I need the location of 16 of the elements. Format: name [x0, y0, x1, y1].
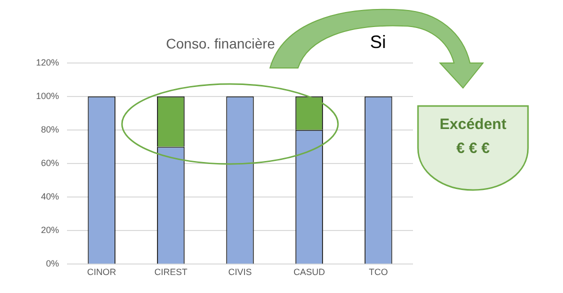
x-tick-label: CIREST	[154, 267, 188, 278]
y-tick-label: 40%	[41, 192, 60, 202]
x-tick-label: CASUD	[293, 267, 326, 278]
y-tick-label: 80%	[41, 124, 60, 134]
y-tick-label: 20%	[41, 225, 60, 236]
text: € € €	[455, 140, 491, 157]
y-tick-label: 0%	[46, 258, 60, 269]
y-tick-label: 120%	[36, 57, 60, 68]
text: Si	[370, 32, 386, 53]
x-tick-label: CIVIS	[228, 267, 252, 278]
chart-title: Conso. financière	[166, 35, 276, 52]
y-tick-label: 60%	[41, 158, 60, 168]
y-tick-label: 100%	[36, 90, 60, 101]
text: Excédent	[438, 116, 508, 133]
x-tick-label: TCO	[368, 267, 388, 278]
x-tick-label: CINOR	[87, 267, 117, 278]
